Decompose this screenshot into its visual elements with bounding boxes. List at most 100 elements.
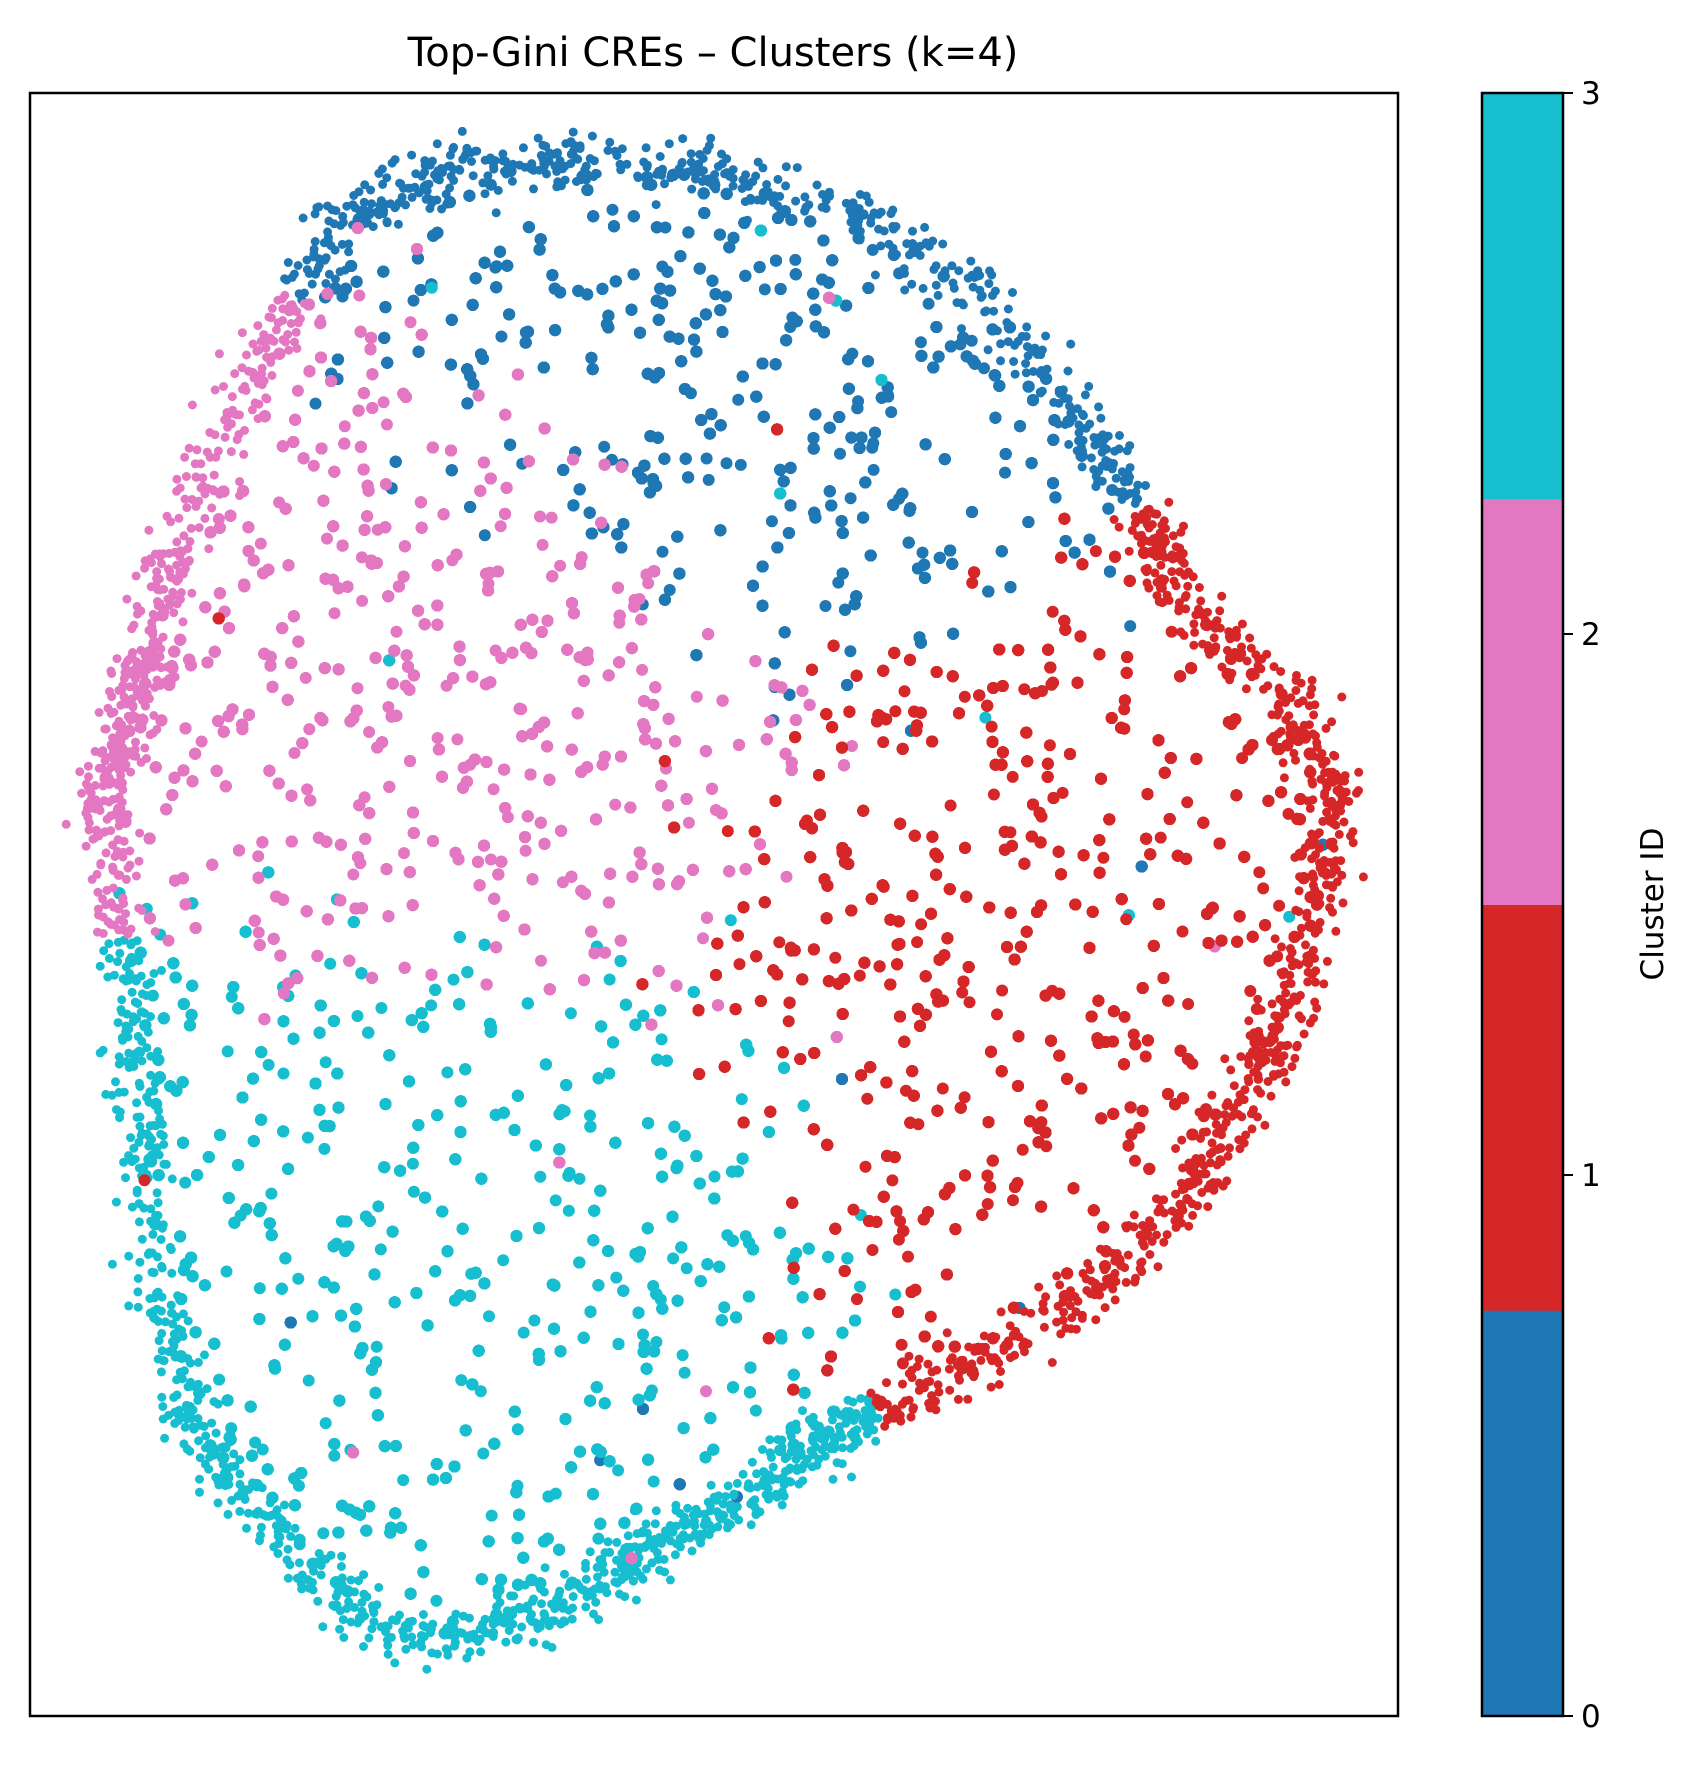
data-point [314, 261, 324, 271]
data-point [573, 483, 586, 496]
data-point [568, 127, 578, 137]
data-point [842, 382, 855, 395]
data-point [659, 221, 672, 234]
data-point [608, 220, 620, 233]
data-point [335, 267, 345, 277]
data-point [493, 185, 503, 195]
data-point [1049, 397, 1059, 407]
data-point [887, 498, 900, 511]
data-point [708, 1170, 721, 1183]
data-point [519, 336, 532, 349]
data-point [293, 1538, 306, 1551]
data-point [280, 274, 290, 284]
data-point [851, 402, 864, 415]
data-point [1097, 476, 1107, 486]
data-point [995, 545, 1008, 558]
data-point [449, 175, 459, 185]
data-point [1125, 472, 1134, 482]
data-point [772, 212, 785, 224]
data-point [562, 1204, 575, 1217]
data-point [1028, 367, 1038, 376]
data-point [499, 166, 509, 176]
data-point [330, 245, 340, 255]
data-point [989, 411, 1002, 424]
data-point [1022, 516, 1035, 528]
data-point [807, 287, 820, 300]
data-point [847, 210, 857, 220]
data-point [676, 1349, 689, 1362]
data-point [989, 325, 999, 335]
data-point [891, 222, 901, 231]
data-point [938, 453, 951, 466]
data-point [433, 166, 443, 176]
data-point [859, 476, 872, 489]
data-point [854, 204, 864, 213]
data-point [342, 201, 352, 211]
data-point [844, 645, 857, 658]
data-point [480, 189, 490, 199]
data-point [876, 241, 886, 251]
data-point [549, 324, 562, 337]
data-point [889, 1288, 902, 1301]
data-point [677, 157, 687, 167]
data-point [922, 297, 935, 310]
data-point [592, 1532, 605, 1545]
data-point [713, 228, 726, 241]
data-point [1130, 499, 1140, 508]
data-point [564, 1007, 577, 1020]
data-point [674, 166, 684, 176]
data-point [528, 1314, 541, 1327]
data-point [931, 280, 941, 290]
data-point [283, 258, 293, 267]
data-point [947, 261, 957, 271]
data-point [782, 527, 795, 539]
data-point [1133, 480, 1143, 490]
data-point [444, 358, 457, 371]
data-point [689, 317, 702, 330]
data-point [854, 1280, 866, 1293]
data-point [817, 234, 830, 247]
data-point [938, 239, 948, 249]
data-point [655, 152, 665, 161]
data-point [1141, 481, 1150, 490]
data-point [753, 261, 766, 274]
data-point [370, 1340, 383, 1353]
data-point [1037, 345, 1047, 355]
data-point [753, 195, 763, 205]
data-point [284, 1316, 297, 1329]
data-point [866, 441, 879, 454]
data-point [309, 252, 319, 262]
data-point [667, 1252, 680, 1265]
data-point [933, 290, 943, 300]
data-point [714, 419, 727, 432]
data-point [671, 530, 684, 543]
data-point [567, 499, 580, 512]
data-point [650, 221, 663, 234]
data-point [635, 472, 648, 485]
data-point [1102, 502, 1115, 515]
data-point [541, 141, 551, 151]
data-point [867, 463, 880, 476]
data-point [664, 284, 677, 297]
data-point [550, 161, 560, 171]
data-point [774, 463, 787, 476]
data-point [862, 355, 874, 368]
data-point [693, 262, 706, 275]
data-point [441, 189, 451, 199]
data-point [769, 358, 782, 371]
data-point [832, 576, 845, 589]
data-point [885, 406, 898, 419]
data-point [603, 973, 616, 986]
data-point [581, 288, 594, 301]
data-point [957, 324, 966, 334]
data-point [690, 345, 703, 358]
data-point [466, 298, 479, 311]
data-point [424, 179, 434, 189]
data-point [696, 167, 706, 177]
data-point [870, 270, 880, 280]
data-point [781, 162, 791, 172]
data-point [337, 239, 347, 249]
data-point [770, 254, 782, 267]
data-point [503, 308, 516, 321]
data-point [944, 544, 957, 557]
